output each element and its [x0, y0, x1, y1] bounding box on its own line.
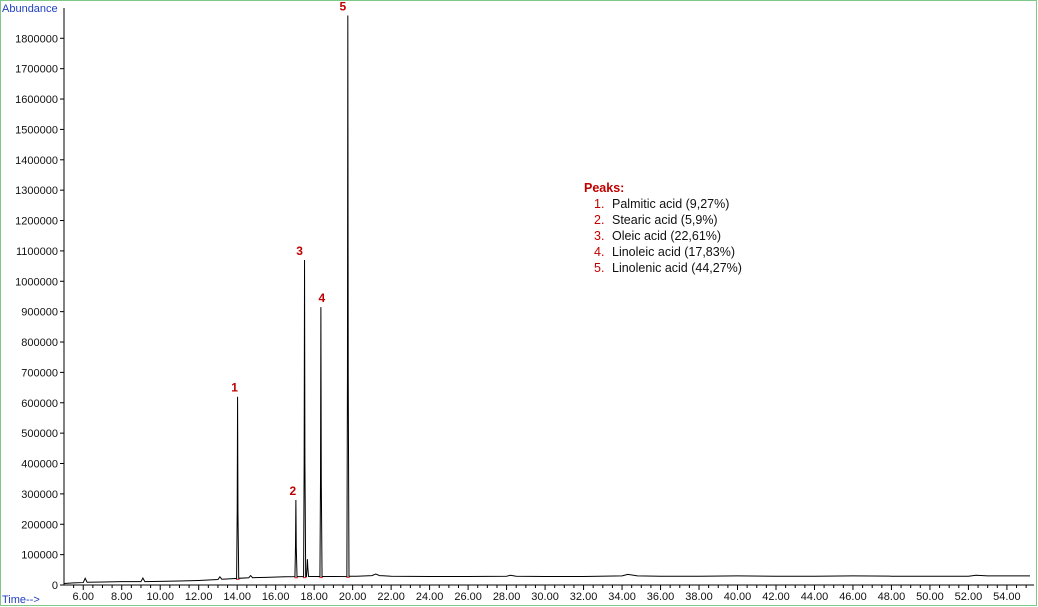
- peak-label-2: 2: [290, 484, 297, 498]
- x-tick-label: 30.00: [531, 591, 559, 603]
- y-tick-label: 1500000: [15, 124, 58, 136]
- peak-label-4: 4: [319, 291, 326, 305]
- peak-label-3: 3: [296, 244, 303, 258]
- x-tick-label: 40.00: [724, 591, 752, 603]
- y-tick-label: 500000: [21, 428, 58, 440]
- x-tick-label: 42.00: [762, 591, 790, 603]
- y-tick-label: 700000: [21, 367, 58, 379]
- peak-label-5: 5: [339, 0, 346, 14]
- x-tick-label: 36.00: [647, 591, 675, 603]
- legend-item-number: 5.: [594, 261, 604, 275]
- x-tick-label: 12.00: [185, 591, 213, 603]
- peak-labels: 1 2 3 4 5: [231, 0, 346, 498]
- y-tick-label: 100000: [21, 550, 58, 562]
- x-tick-label: 32.00: [570, 591, 598, 603]
- legend-item-text: Stearic acid (5,9%): [612, 213, 718, 227]
- y-tick-label: 1400000: [15, 155, 58, 167]
- legend-item-text: Oleic acid (22,61%): [612, 229, 721, 243]
- peaks-legend: Peaks: 1. Palmitic acid (9,27%) 2. Stearic a…: [584, 181, 742, 275]
- x-tick-label: 48.00: [878, 591, 906, 603]
- x-tick-label: 34.00: [608, 591, 636, 603]
- x-tick-label: 38.00: [685, 591, 713, 603]
- chromatogram-trace: [63, 15, 1030, 584]
- legend-item-text: Linoleic acid (17,83%): [612, 245, 735, 259]
- x-tick-label: 10.00: [146, 591, 174, 603]
- x-tick-label: 26.00: [454, 591, 482, 603]
- x-tick-label: 28.00: [493, 591, 521, 603]
- x-tick-label: 44.00: [801, 591, 829, 603]
- legend-item-text: Palmitic acid (9,27%): [612, 197, 729, 211]
- y-axis: 0 100000 200000 300000 400000 500000 600000 700…: [15, 8, 65, 592]
- legend-title: Peaks:: [584, 181, 624, 195]
- peak-label-1: 1: [231, 381, 238, 395]
- x-tick-label: 50.00: [916, 591, 944, 603]
- y-tick-label: 1100000: [16, 246, 58, 258]
- y-tick-label: 1300000: [15, 185, 58, 197]
- y-tick-label: 1000000: [15, 276, 58, 288]
- y-tick-label: 200000: [21, 519, 58, 531]
- y-tick-label: 1700000: [15, 64, 58, 76]
- y-tick-label: 900000: [21, 307, 58, 319]
- x-tick-label: 8.00: [111, 591, 132, 603]
- x-tick-label: 6.00: [73, 591, 94, 603]
- legend-item-number: 4.: [594, 245, 604, 259]
- x-tick-label: 22.00: [377, 591, 405, 603]
- plot-area: [63, 15, 1030, 584]
- y-axis-title: Abundance: [2, 3, 58, 15]
- y-tick-label: 1600000: [15, 94, 58, 106]
- legend-item-number: 3.: [594, 229, 604, 243]
- y-tick-label: 800000: [21, 337, 58, 349]
- x-tick-label: 46.00: [839, 591, 867, 603]
- legend-item-text: Linolenic acid (44,27%): [612, 261, 742, 275]
- y-tick-label: 1200000: [15, 216, 58, 228]
- y-tick-label: 300000: [21, 489, 58, 501]
- x-tick-label: 24.00: [416, 591, 444, 603]
- x-tick-label: 14.00: [223, 591, 251, 603]
- y-tick-label: 600000: [21, 398, 58, 410]
- x-tick-label: 18.00: [300, 591, 328, 603]
- x-axis: 6.00 8.00 10.00 12.00 14.00 16.00 18.00 20.00 22…: [64, 584, 1034, 603]
- y-tick-label: 400000: [21, 459, 58, 471]
- x-tick-label: 52.00: [955, 591, 983, 603]
- x-tick-label: 54.00: [993, 591, 1021, 603]
- y-tick-label: 0: [52, 580, 58, 592]
- legend-item-number: 2.: [594, 213, 604, 227]
- y-tick-label: 1800000: [15, 33, 58, 45]
- legend-item-number: 1.: [594, 197, 604, 211]
- x-axis-title: Time-->: [2, 594, 40, 606]
- x-tick-label: 20.00: [339, 591, 367, 603]
- x-tick-label: 16.00: [262, 591, 290, 603]
